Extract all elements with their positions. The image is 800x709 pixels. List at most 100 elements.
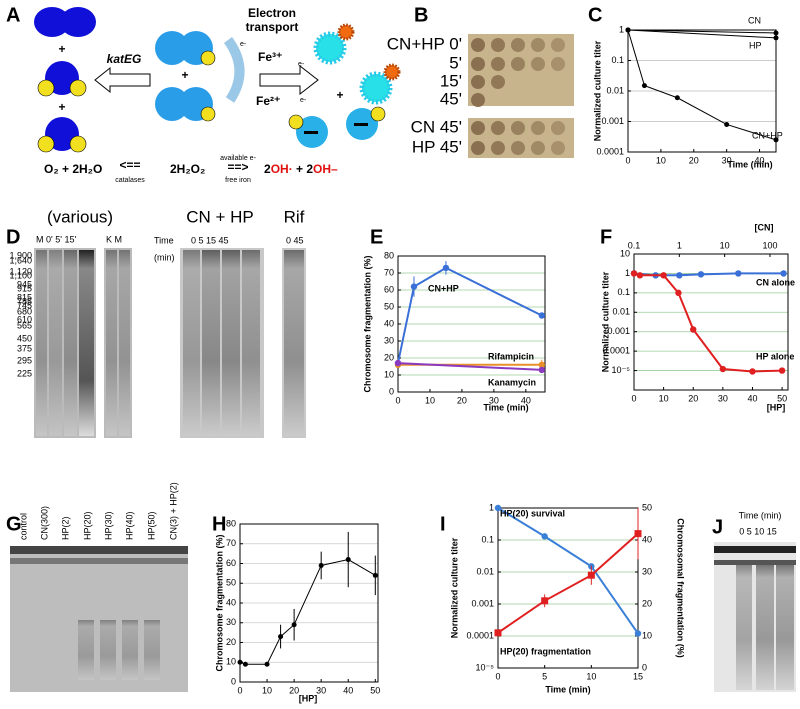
x-tick-label: 0 bbox=[495, 671, 500, 681]
point bbox=[538, 312, 546, 319]
gel-title: (various) bbox=[47, 207, 113, 226]
x-axis-label: Time (min) bbox=[727, 159, 772, 169]
point bbox=[780, 270, 787, 277]
row-label: CN+HP 0' bbox=[387, 34, 462, 53]
radical bbox=[383, 63, 401, 81]
point bbox=[494, 504, 502, 512]
lane bbox=[64, 250, 77, 436]
y-tick-label: 20 bbox=[384, 352, 394, 362]
axis-label: Time (min) bbox=[739, 510, 782, 520]
point bbox=[660, 272, 667, 279]
equation: O₂ + 2H₂O bbox=[44, 162, 102, 176]
y2-tick-label: 10 bbox=[642, 630, 652, 640]
axis-label: (min) bbox=[154, 252, 175, 262]
arrow bbox=[259, 64, 319, 96]
y-tick-label: 50 bbox=[226, 578, 236, 588]
point bbox=[773, 35, 779, 41]
atom bbox=[37, 135, 55, 153]
y-tick-label: 0.001 bbox=[471, 598, 494, 608]
chart: 0 10 20 30 40 50 60 70 80 0 10 20 30 40 Chromosome fra… bbox=[362, 250, 546, 412]
cycle-arrow bbox=[223, 37, 245, 103]
lane-label: control bbox=[18, 513, 28, 540]
atom bbox=[69, 79, 87, 97]
minus-sign bbox=[354, 123, 368, 126]
series-line bbox=[397, 362, 542, 371]
x-tick-label: 50 bbox=[370, 685, 380, 695]
y-tick-label: 0.01 bbox=[612, 307, 630, 317]
point bbox=[394, 359, 402, 367]
y-tick-label: 80 bbox=[384, 250, 394, 260]
plus: + bbox=[181, 68, 188, 82]
x-axis-label: [HP] bbox=[767, 402, 786, 412]
x-tick-label: 40 bbox=[343, 685, 353, 695]
y2-tick-label: 20 bbox=[642, 598, 652, 608]
eq-part: + 2 bbox=[293, 162, 314, 176]
y2-tick-label: 0 bbox=[642, 662, 647, 672]
panel-letter: E bbox=[370, 226, 383, 248]
lane-label: HP(20) bbox=[82, 511, 92, 540]
series-label: HP bbox=[749, 40, 762, 50]
equation: available e- bbox=[220, 155, 256, 162]
spot bbox=[511, 57, 525, 71]
point bbox=[410, 283, 418, 290]
x-tick-label: 40 bbox=[755, 155, 765, 165]
y-tick-label: 0.001 bbox=[607, 326, 630, 336]
eq-part: OH– bbox=[313, 162, 338, 176]
radical bbox=[337, 23, 355, 41]
panel-letter: D bbox=[6, 226, 20, 248]
y2-tick-label: 30 bbox=[642, 566, 652, 576]
spot bbox=[491, 75, 505, 89]
atom bbox=[69, 135, 87, 153]
lane bbox=[106, 250, 117, 436]
x-tick-label: 30 bbox=[489, 395, 499, 405]
x-tick-label: 30 bbox=[722, 155, 732, 165]
series-label: CN bbox=[748, 15, 761, 25]
spot bbox=[511, 121, 525, 135]
x-tick-label: 0 bbox=[631, 393, 636, 403]
spot bbox=[471, 57, 485, 71]
plot-frame bbox=[239, 523, 379, 683]
lane bbox=[78, 620, 94, 680]
series-line bbox=[497, 532, 639, 634]
lane-label: HP(40) bbox=[124, 511, 134, 540]
ladder-label: 1,900 bbox=[9, 250, 32, 260]
x2-axis-label: [CN] bbox=[755, 222, 774, 232]
equation: ==> bbox=[227, 160, 248, 174]
point bbox=[675, 289, 682, 297]
y-tick-label: 0.01 bbox=[606, 85, 624, 95]
y-axis-label: Normalized culture titer bbox=[449, 537, 459, 638]
gel bbox=[10, 546, 188, 692]
lane-label: HP(30) bbox=[103, 511, 113, 540]
molecule bbox=[155, 87, 189, 121]
lane bbox=[736, 565, 752, 690]
ladder-label: 745 bbox=[17, 300, 32, 310]
spot bbox=[531, 121, 545, 135]
lane-label: HP(50) bbox=[146, 511, 156, 540]
panel-letter: J bbox=[712, 516, 723, 538]
axis-label: Time bbox=[154, 235, 174, 245]
ladder-label: 785 bbox=[17, 296, 32, 306]
point bbox=[345, 557, 351, 563]
gel-d: (various) M 0' 5' 15' K M CN + HP Time (… bbox=[9, 207, 306, 438]
spot bbox=[551, 38, 565, 52]
lane bbox=[222, 250, 240, 436]
series-label: CN alone bbox=[756, 277, 795, 287]
gel-j: Time (min) 0 5 10 15 bbox=[714, 510, 796, 692]
panel-letter: B bbox=[414, 4, 428, 26]
plot-frame bbox=[627, 29, 777, 153]
spot bbox=[491, 57, 505, 71]
arrow bbox=[94, 66, 151, 94]
ladder-label: 1,100 bbox=[9, 270, 32, 280]
equation: free iron bbox=[225, 177, 251, 184]
plot-frame bbox=[633, 253, 789, 391]
point bbox=[442, 264, 450, 272]
point bbox=[541, 597, 549, 605]
y-tick-label: 10 bbox=[226, 657, 236, 667]
point bbox=[634, 530, 642, 538]
point bbox=[630, 270, 638, 277]
x-tick-label: 10 bbox=[586, 671, 596, 681]
x-tick-label: 30 bbox=[316, 685, 326, 695]
plus: + bbox=[336, 88, 343, 102]
